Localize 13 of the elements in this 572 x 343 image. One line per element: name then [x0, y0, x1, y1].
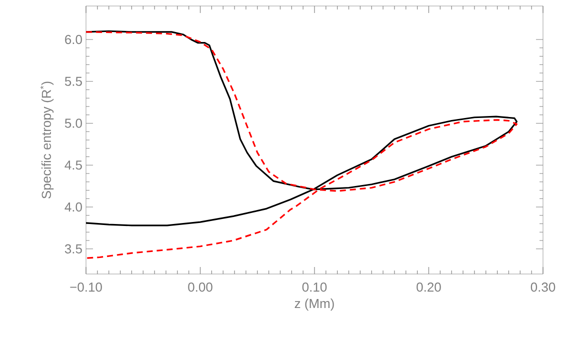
y-tick-label: 5.5 — [64, 76, 82, 86]
x-tick-label: −0.10 — [70, 282, 102, 292]
y-tick-label: 4.0 — [64, 202, 82, 212]
y-tick-label: 4.5 — [64, 160, 82, 170]
x-tick-label: 0.10 — [302, 282, 327, 292]
y-tick-label: 3.5 — [64, 244, 82, 254]
y-axis-title: Specific entropy (R$^{*}$) — [40, 82, 54, 198]
x-tick-label: 0.20 — [416, 282, 441, 292]
y-tick-label: 5.0 — [64, 118, 82, 128]
y-tick-label: 6.0 — [65, 34, 82, 44]
x-axis-title: z (Mm) — [294, 298, 334, 311]
x-tick-label: 0.30 — [530, 282, 556, 292]
x-tick-label: 0.00 — [188, 282, 212, 292]
